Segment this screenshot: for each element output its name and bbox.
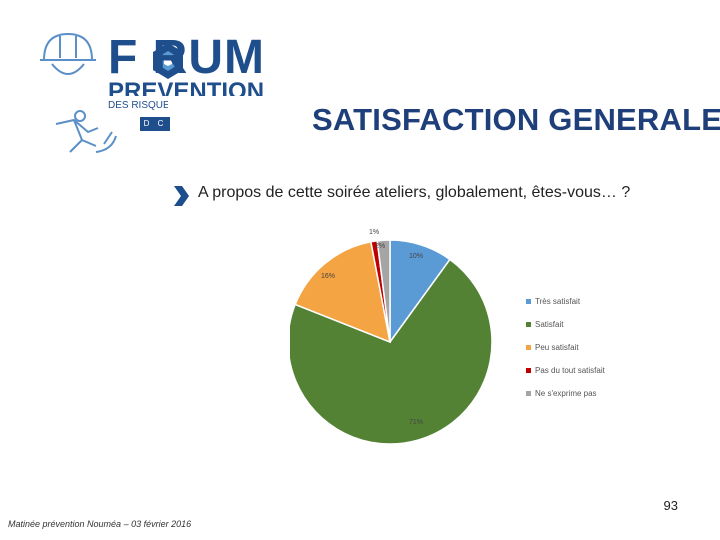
pie-slice-peu-satisfait (294, 240, 391, 344)
pie-chart: 10% 71% 16% 1% 2% Très satisfait Satisfait Peu … (290, 229, 606, 445)
legend-swatch (526, 368, 531, 373)
pie-slice-ne-s-exprime-pas (376, 239, 391, 343)
falling-person-icon (55, 110, 117, 153)
logo-prevention-text: PREVENTION (108, 80, 265, 96)
footer-text: Matinée prévention Nouméa – 03 février 2… (8, 519, 192, 529)
legend-swatch (526, 345, 531, 350)
survey-question: A propos de cette soirée ateliers, globa… (198, 184, 631, 201)
legend-entry: Pas du tout satisfait (535, 366, 606, 375)
logo-des-risques-text: DES RISQUE (108, 100, 168, 111)
page-number: 93 (663, 498, 678, 513)
legend-entry: Ne s'exprime pas (535, 389, 597, 398)
logo-badge: D C (140, 117, 170, 131)
chevron-right-icon (174, 186, 189, 206)
legend-entry: Satisfait (535, 320, 564, 329)
pie-data-label: 2% (375, 243, 385, 250)
legend-entry: Très satisfait (535, 297, 581, 306)
helmet-icon (40, 32, 96, 75)
forum-prevention-logo (36, 28, 286, 168)
legend-swatch (526, 322, 531, 327)
pie-data-label: 10% (409, 253, 423, 260)
legend-entry: Peu satisfait (535, 343, 579, 352)
legend-swatch (526, 299, 531, 304)
hexagon-logo-icon (153, 43, 183, 79)
pie-data-label: 71% (409, 419, 423, 426)
logo-forum-text: F RUM (108, 31, 265, 84)
question-row: A propos de cette soirée ateliers, globa… (174, 184, 674, 208)
legend-swatch (526, 391, 531, 396)
pie-data-label: 16% (321, 273, 335, 280)
pie-data-label: 1% (369, 229, 379, 236)
slide-title: SATISFACTION GENERALE (312, 102, 720, 137)
pie-slice-satisfait (290, 258, 493, 445)
